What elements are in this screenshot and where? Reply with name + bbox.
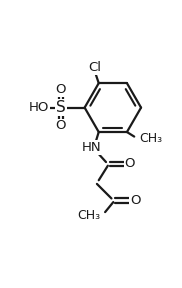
Text: CH₃: CH₃ <box>139 132 162 145</box>
Text: HN: HN <box>82 141 101 154</box>
Text: O: O <box>56 119 66 132</box>
Text: O: O <box>56 83 66 96</box>
Text: HO: HO <box>29 101 49 114</box>
Text: O: O <box>130 194 140 207</box>
Text: CH₃: CH₃ <box>77 209 100 222</box>
Text: O: O <box>124 157 135 170</box>
Text: Cl: Cl <box>89 61 102 74</box>
Text: S: S <box>56 100 66 115</box>
